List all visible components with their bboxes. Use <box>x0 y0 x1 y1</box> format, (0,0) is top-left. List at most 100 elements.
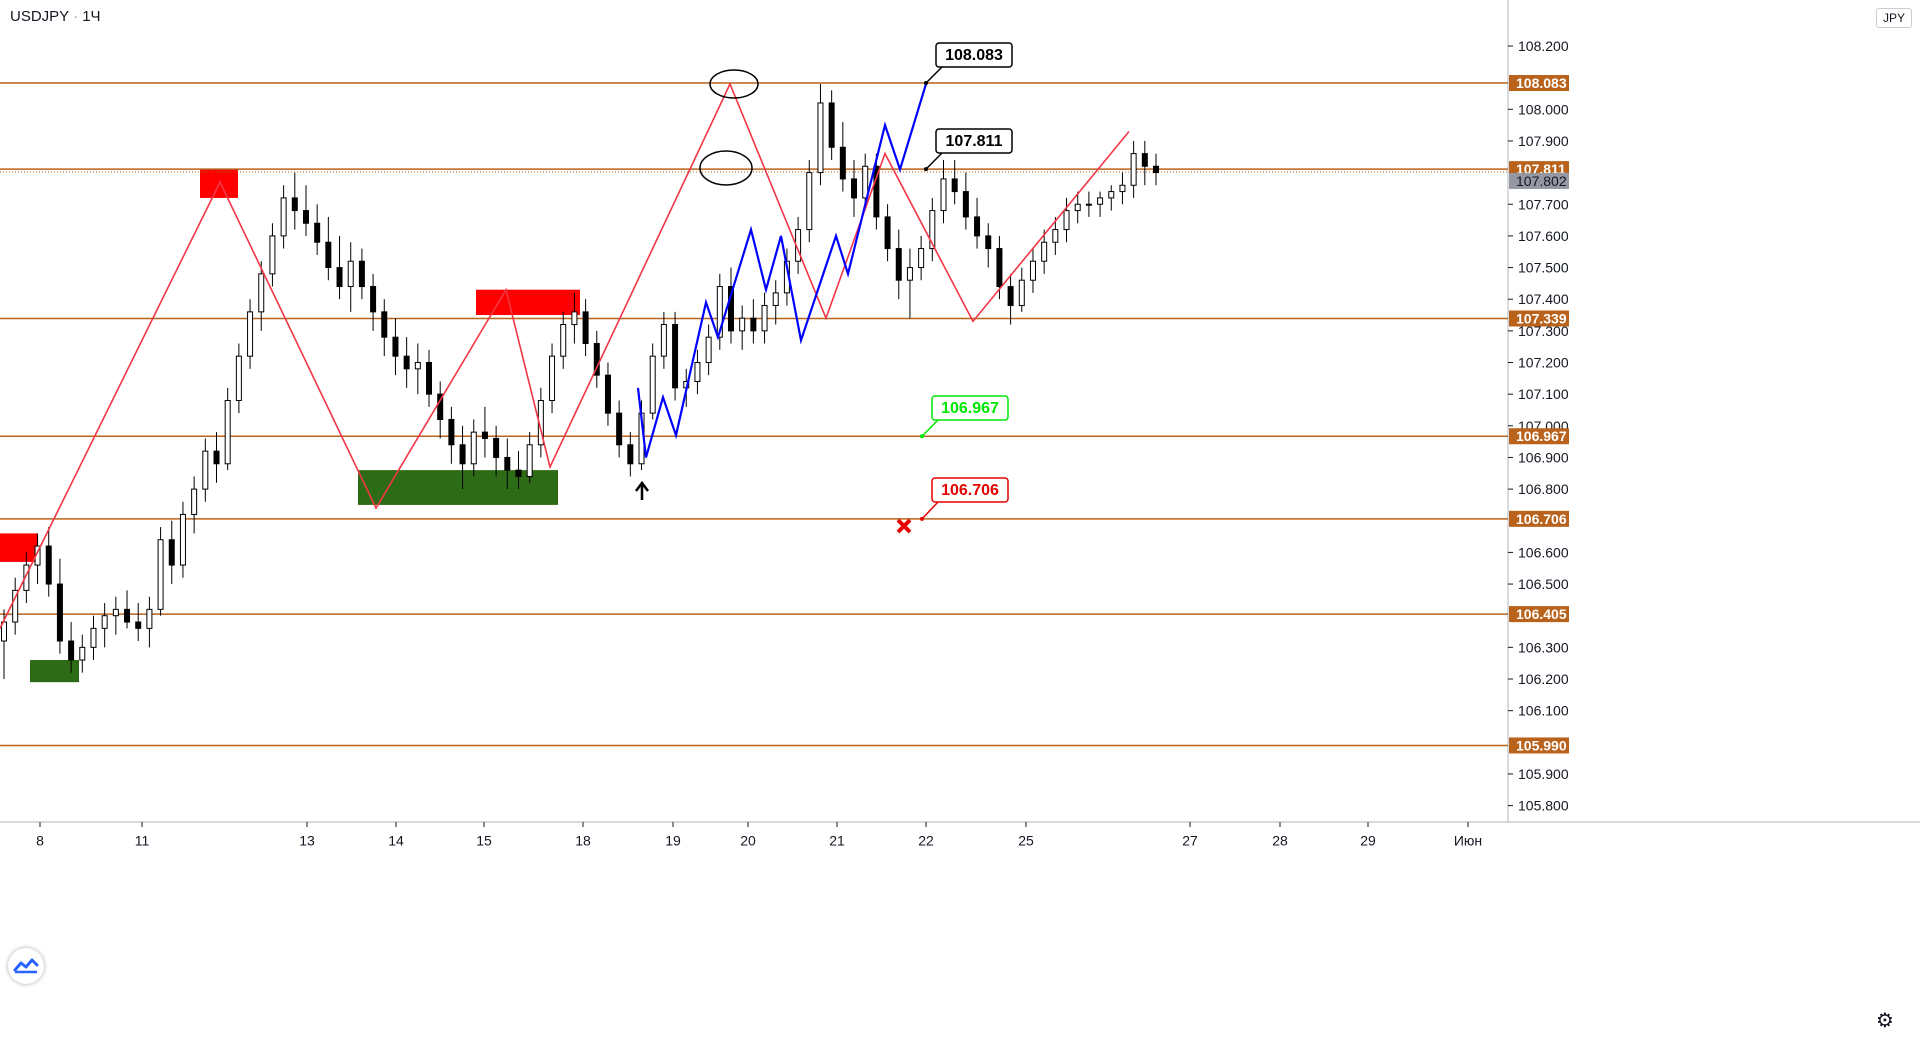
level-price-text: 106.967 <box>1516 428 1567 444</box>
candle-body <box>258 273 265 313</box>
candle-body <box>817 102 824 174</box>
candle-body <box>68 640 75 661</box>
candle <box>951 159 958 205</box>
candle <box>526 432 533 483</box>
level-price-label: 106.967 <box>1509 428 1569 445</box>
candle <box>68 622 75 673</box>
candle <box>258 261 265 331</box>
x-tick-label: 11 <box>135 832 150 848</box>
candle <box>549 343 556 414</box>
stop-cross-icon <box>896 518 912 534</box>
candle-body <box>358 260 365 288</box>
x-tick-label: Июн <box>1454 832 1482 848</box>
candle <box>627 432 634 477</box>
level-price-badge <box>1509 428 1569 445</box>
x-tick-label: 20 <box>740 832 756 848</box>
candle-body <box>705 336 712 363</box>
candle-body <box>1063 210 1070 231</box>
tradingview-logo-icon[interactable] <box>8 948 44 984</box>
candle-body <box>481 431 488 439</box>
x-tick-label: 14 <box>388 832 404 848</box>
projection-path <box>636 83 928 458</box>
candle-body <box>694 362 701 382</box>
y-tick-label: 107.500 <box>1518 260 1569 276</box>
candle <box>213 432 220 483</box>
level-price-badge <box>1509 75 1569 92</box>
candle-body <box>124 608 131 623</box>
y-tick-label: 105.800 <box>1518 798 1569 814</box>
candle <box>280 185 287 249</box>
x-tick-label: 18 <box>575 832 591 848</box>
y-tick-label: 107.200 <box>1518 355 1569 371</box>
demand-zone-2 <box>358 470 558 505</box>
supply-zone-3 <box>476 289 580 316</box>
x-tick-label: 28 <box>1272 832 1288 848</box>
x-tick-label: 15 <box>476 832 492 848</box>
candle <box>1041 229 1048 274</box>
price-callout: 108.083 <box>924 42 1013 86</box>
candle-body <box>168 539 175 566</box>
candle <box>593 330 600 388</box>
candle-body <box>269 235 276 275</box>
candle-body <box>1108 191 1115 199</box>
candle-body <box>470 431 477 465</box>
callout-box <box>931 477 1009 503</box>
currency-button[interactable]: JPY <box>1875 8 1912 28</box>
candle-body <box>526 444 533 477</box>
callout-anchor <box>920 434 924 439</box>
settings-gear-icon[interactable]: ⚙ <box>1876 1010 1894 1032</box>
candle <box>918 235 925 281</box>
y-tick-label: 106.900 <box>1518 449 1569 465</box>
level-price-label: 108.083 <box>1509 75 1569 92</box>
candle <box>191 476 198 534</box>
candle-body <box>616 412 623 446</box>
y-tick-label: 107.600 <box>1518 228 1569 244</box>
current-price-badge <box>1509 172 1569 189</box>
x-tick-label: 22 <box>918 832 934 848</box>
candle-body <box>1141 153 1148 167</box>
price-callout: 107.811 <box>924 128 1013 172</box>
candle-body <box>1029 260 1036 281</box>
candle <box>493 425 500 477</box>
candle <box>12 577 19 635</box>
candle-body <box>90 627 97 648</box>
candle-body <box>761 305 768 332</box>
level-price-badge <box>1509 510 1569 527</box>
candle <box>839 121 846 192</box>
up-arrow-icon <box>635 480 649 500</box>
level-price-badge <box>1509 737 1569 754</box>
candle <box>906 248 913 319</box>
candle <box>873 153 880 230</box>
y-tick-label: 105.900 <box>1518 766 1569 782</box>
candle-body <box>392 336 399 357</box>
candle <box>101 603 108 648</box>
zigzag-line <box>0 81 1130 629</box>
candle-body <box>1130 153 1137 186</box>
candle <box>124 590 131 629</box>
level-price-badge <box>1509 310 1569 327</box>
candle-body <box>101 615 108 629</box>
candle <box>325 216 332 281</box>
candle <box>247 299 254 369</box>
level-price-label: 106.706 <box>1509 510 1569 527</box>
candle-body <box>929 210 936 250</box>
candle-body <box>582 311 589 345</box>
candle <box>336 235 343 300</box>
callout-box <box>935 42 1013 68</box>
candle <box>79 634 86 673</box>
candle-body <box>426 362 433 395</box>
candle-body <box>1119 184 1126 193</box>
candle-body <box>951 178 958 193</box>
y-tick-label: 108.200 <box>1518 38 1569 54</box>
candle-body <box>381 311 388 338</box>
y-tick-label: 106.300 <box>1518 639 1569 655</box>
x-tick-label: 8 <box>36 832 44 848</box>
symbol-header[interactable]: USDJPY · 1Ч <box>10 8 101 25</box>
demand-zone-1 <box>30 660 79 683</box>
callout-label: 107.811 <box>946 133 1003 150</box>
breakout-marker-ellipse <box>699 150 753 186</box>
candle-body <box>157 539 164 610</box>
candle-body <box>146 608 153 629</box>
candle <box>974 197 981 249</box>
